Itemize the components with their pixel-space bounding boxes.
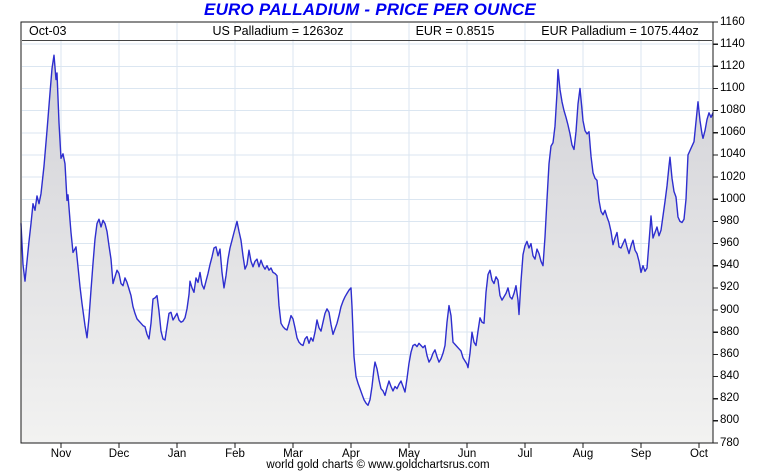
y-axis-label: 1160 bbox=[720, 15, 745, 28]
header-date-label: Oct-03 bbox=[24, 24, 72, 39]
y-axis-label: 1080 bbox=[720, 104, 746, 117]
x-axis-label: Nov bbox=[50, 448, 72, 460]
x-axis-label: Feb bbox=[225, 448, 245, 460]
footer-credit: world gold charts © www.goldchartsrus.co… bbox=[266, 459, 490, 471]
x-axis-label: Dec bbox=[108, 448, 130, 460]
x-axis-label: Jul bbox=[517, 448, 533, 460]
y-axis-label: 1100 bbox=[720, 81, 745, 94]
y-axis-label: 780 bbox=[720, 436, 740, 449]
x-axis-label: May bbox=[398, 448, 420, 460]
x-axis-label: Sep bbox=[630, 448, 652, 460]
x-axis-label: Jan bbox=[167, 448, 187, 460]
y-axis-label: 1020 bbox=[720, 170, 746, 183]
y-axis-label: 900 bbox=[720, 303, 740, 316]
chart-title: EURO PALLADIUM - PRICE PER OUNCE bbox=[204, 0, 536, 19]
y-axis-label: 840 bbox=[720, 370, 740, 383]
y-axis-label: 800 bbox=[720, 414, 740, 427]
x-axis-label: Jun bbox=[457, 448, 477, 460]
x-axis-label: Mar bbox=[283, 448, 303, 460]
y-axis-label: 1060 bbox=[720, 126, 746, 139]
header-eur-palladium-value: EUR Palladium = 1075.44oz bbox=[536, 24, 704, 39]
y-axis-label: 820 bbox=[720, 392, 740, 405]
y-axis-label: 1000 bbox=[720, 192, 746, 205]
y-axis-label: 980 bbox=[720, 214, 740, 227]
x-axis-label: Apr bbox=[342, 448, 360, 460]
y-axis-label: 880 bbox=[720, 325, 740, 338]
y-axis-label: 1140 bbox=[720, 37, 745, 50]
x-axis-label: Oct bbox=[690, 448, 708, 460]
x-axis-label: Aug bbox=[572, 448, 594, 460]
y-axis-label: 860 bbox=[720, 347, 740, 360]
y-axis-label: 1120 bbox=[720, 59, 745, 72]
header-eur-rate-value: EUR = 0.8515 bbox=[410, 24, 500, 39]
y-axis-label: 1040 bbox=[720, 148, 746, 161]
header-us-palladium-value: US Palladium = 1263oz bbox=[207, 24, 349, 39]
y-axis-label: 940 bbox=[720, 259, 740, 272]
y-axis-label: 920 bbox=[720, 281, 740, 294]
y-axis-label: 960 bbox=[720, 237, 740, 250]
